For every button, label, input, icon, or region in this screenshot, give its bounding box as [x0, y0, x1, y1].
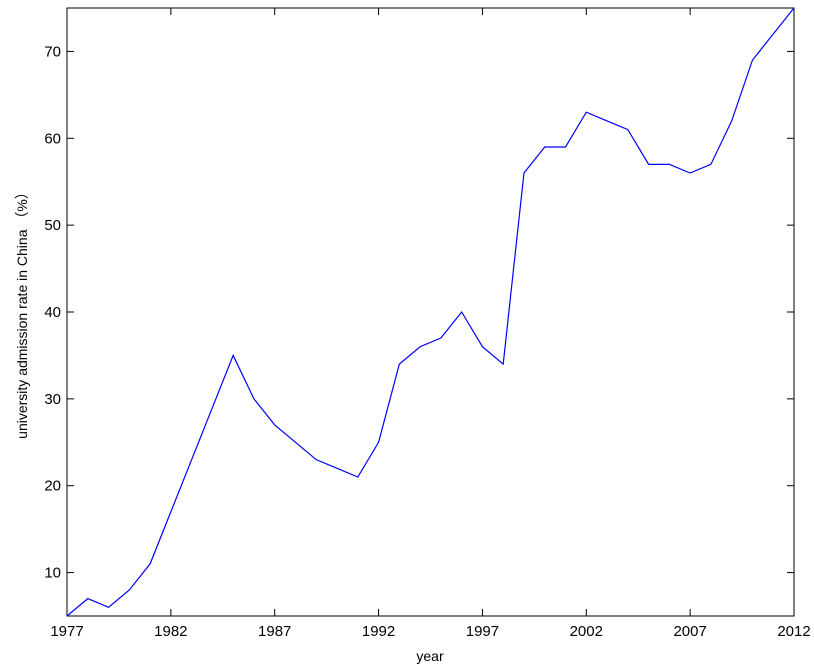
- y-tick-label: 50: [44, 217, 61, 234]
- x-axis-label: year: [416, 648, 444, 664]
- y-axis-ticks: 10 20 30 40 50 60 70: [44, 43, 794, 582]
- x-tick-label: 2012: [777, 623, 810, 640]
- x-tick-label: 1982: [154, 623, 187, 640]
- x-tick-label: 1977: [50, 623, 83, 640]
- y-tick-label: 20: [44, 478, 61, 495]
- plot-area: [66, 7, 795, 617]
- y-axis-label: university admission rate in China （%）: [14, 185, 30, 439]
- x-tick-label: 1997: [466, 623, 499, 640]
- y-tick-label: 10: [44, 565, 61, 582]
- series-line: [66, 7, 795, 617]
- x-tick-label: 2007: [673, 623, 706, 640]
- y-tick-label: 40: [44, 304, 61, 321]
- y-tick-label: 60: [44, 130, 61, 147]
- y-tick-label: 70: [44, 43, 61, 60]
- x-tick-label: 2002: [570, 623, 603, 640]
- x-tick-label: 1992: [362, 623, 395, 640]
- x-axis-ticks: 1977 1982 1987 1992 1997 2002 2007 2012: [50, 8, 811, 640]
- y-tick-label: 30: [44, 391, 61, 408]
- x-tick-label: 1987: [258, 623, 291, 640]
